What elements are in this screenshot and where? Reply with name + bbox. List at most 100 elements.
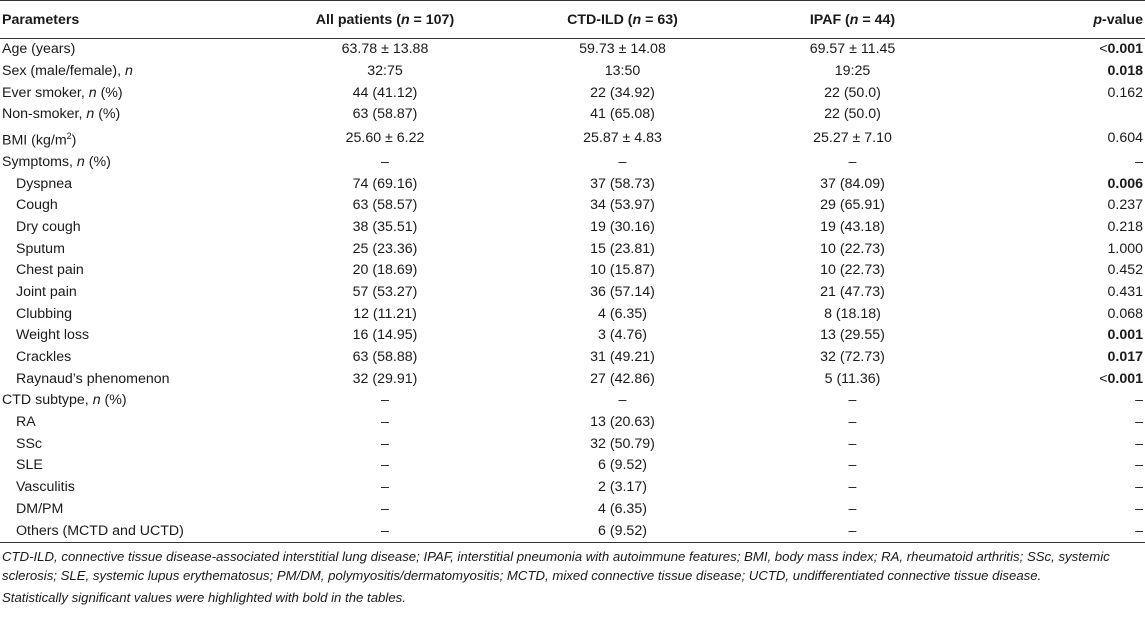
cell-ctd-ild: 22 (34.92) <box>590 84 655 101</box>
cell-all-patients: 63 (58.57) <box>352 197 418 214</box>
table-row: Joint pain 57 (53.27) 36 (57.14) 21 (47.73)… <box>0 282 1145 304</box>
cell-ipaf: 25.27 ± 7.10 <box>813 130 892 147</box>
cell-p-value: 0.068 <box>1107 305 1143 322</box>
cell-ipaf: – <box>730 520 975 543</box>
cell-all-patients: 20 (18.69) <box>352 262 418 279</box>
table-row: Sex (male/female), n 32:75 13:50 19:25 0.018 <box>0 61 1145 83</box>
row-label: CTD subtype, n (%) <box>2 392 127 409</box>
cell-all-patients: 25.60 ± 6.22 <box>345 130 425 147</box>
cell-p-value: 0.237 <box>1107 197 1143 214</box>
cell-ctd-ild: – <box>618 392 627 409</box>
cell-ctd-ild: 13 (20.63) <box>590 414 655 431</box>
table-row: Symptoms, n (%) – – – – <box>0 151 1145 173</box>
cell-all-patients: 32 (29.91) <box>352 370 418 387</box>
row-label: Dyspnea <box>16 175 72 192</box>
row-label: Chest pain <box>16 262 84 279</box>
cell-all-patients: 12 (11.21) <box>353 305 417 322</box>
cell-ctd-ild: 34 (53.97) <box>590 197 655 214</box>
cell-all-patients: 16 (14.95) <box>352 327 418 344</box>
row-label: Joint pain <box>16 283 77 300</box>
cell-ctd-ild: 4 (6.35) <box>598 500 647 517</box>
cell-ipaf: 19:25 <box>834 63 871 80</box>
cell-ipaf: 32 (72.73) <box>820 349 885 366</box>
cell-ipaf: – <box>848 479 857 496</box>
table-row: Weight loss 16 (14.95) 3 (4.76) 13 (29.55) 0… <box>0 325 1145 347</box>
cell-p-value: 0.431 <box>1107 283 1143 300</box>
cell-ipaf: 21 (47.73) <box>820 283 885 300</box>
cell-all-patients: 57 (53.27) <box>352 283 418 300</box>
cell-ipaf: – <box>848 414 857 431</box>
cell-p-value: – <box>975 520 1145 543</box>
header-parameters: Parameters <box>0 0 255 39</box>
cell-all-patients: – <box>381 414 389 431</box>
cell-all-patients: – <box>381 500 389 517</box>
row-label: Others (MCTD and UCTD) <box>0 520 255 543</box>
cell-all-patients: 63 (58.88) <box>352 349 418 366</box>
cell-all-patients: 63 (58.87) <box>352 106 418 123</box>
cell-ctd-ild: 19 (30.16) <box>590 218 655 235</box>
cell-all-patients: 74 (69.16) <box>352 175 418 192</box>
table-row: Clubbing 12 (11.21) 4 (6.35) 8 (18.18) 0.068 <box>0 303 1145 325</box>
cell-ctd-ild: 31 (49.21) <box>590 349 655 366</box>
cell-all-patients: – <box>255 520 515 543</box>
cell-p-value: 1.000 <box>1107 240 1143 257</box>
table-row: Dry cough 38 (35.51) 19 (30.16) 19 (43.18) 0… <box>0 217 1145 239</box>
footnote-abbreviations: CTD-ILD, connective tissue disease-assoc… <box>2 548 1110 583</box>
cell-p-value: – <box>1135 457 1143 474</box>
cell-ipaf: – <box>848 392 857 409</box>
cell-p-value: – <box>1135 479 1143 496</box>
cell-p-value <box>975 104 1145 126</box>
table-row: Dyspnea 74 (69.16) 37 (58.73) 37 (84.09) 0.0… <box>0 173 1145 195</box>
cell-ipaf: 13 (29.55) <box>820 327 885 344</box>
cell-ipaf: 10 (22.73) <box>820 240 885 257</box>
row-label: Weight loss <box>16 327 90 344</box>
cell-ctd-ild: – <box>618 153 627 170</box>
cell-ipaf: – <box>848 500 857 517</box>
cell-p-value: 0.001 <box>1107 327 1143 344</box>
cell-p-value: – <box>1135 500 1143 517</box>
footnote-significance: Statistically significant values were hi… <box>2 589 406 605</box>
cell-ipaf: – <box>848 153 857 170</box>
row-label: Non-smoker, n (%) <box>2 106 121 123</box>
cell-ipaf: – <box>848 435 857 452</box>
header-all-patients: All patients (n = 107) <box>255 0 515 39</box>
cell-ctd-ild: 36 (57.14) <box>590 283 655 300</box>
cell-p-value: 0.018 <box>1107 63 1143 80</box>
cell-ctd-ild: 15 (23.81) <box>590 240 655 257</box>
table-row: Vasculitis – 2 (3.17) – – <box>0 477 1145 499</box>
cell-p-value: – <box>1135 414 1143 431</box>
cell-p-value: – <box>1135 435 1143 452</box>
cell-p-value: 0.006 <box>1107 175 1143 192</box>
table-footnotes: CTD-ILD, connective tissue disease-assoc… <box>0 543 1145 607</box>
row-label: Symptoms, n (%) <box>2 153 111 170</box>
cell-p-value: 0.218 <box>1107 218 1143 235</box>
row-label: Crackles <box>16 349 72 366</box>
cell-ipaf: – <box>848 457 857 474</box>
cell-ctd-ild: 13:50 <box>604 63 641 80</box>
table-row: RA – 13 (20.63) – – <box>0 412 1145 434</box>
row-label: Sputum <box>16 240 65 257</box>
cell-ipaf: 37 (84.09) <box>820 175 885 192</box>
row-label: Cough <box>16 197 58 214</box>
cell-ctd-ild: 41 (65.08) <box>590 106 655 123</box>
cell-p-value: 0.604 <box>1107 130 1143 147</box>
row-label: RA <box>16 414 36 431</box>
cell-p-value: 0.162 <box>1107 84 1143 101</box>
table-row: Chest pain 20 (18.69) 10 (15.87) 10 (22.73)… <box>0 260 1145 282</box>
baseline-characteristics-table: Parameters All patients (n = 107) CTD-IL… <box>0 0 1145 543</box>
cell-p-value: – <box>1135 392 1143 409</box>
cell-ipaf: 10 (22.73) <box>820 262 885 279</box>
cell-ipaf: 5 (11.36) <box>824 370 881 387</box>
cell-ctd-ild: 6 (9.52) <box>515 520 730 543</box>
table-row: DM/PM – 4 (6.35) – – <box>0 498 1145 520</box>
cell-ctd-ild: 6 (9.52) <box>598 457 647 474</box>
table-row: Crackles 63 (58.88) 31 (49.21) 32 (72.73) 0.… <box>0 347 1145 369</box>
cell-p-value: 0.017 <box>1107 349 1143 366</box>
cell-all-patients: 63.78 ± 13.88 <box>341 41 429 58</box>
table-row: SLE – 6 (9.52) – – <box>0 455 1145 477</box>
header-p-value: p-value <box>975 0 1145 39</box>
cell-ipaf: 69.57 ± 11.45 <box>809 41 896 58</box>
cell-all-patients: 44 (41.12) <box>352 84 418 101</box>
cell-all-patients: 32:75 <box>367 63 403 80</box>
header-ctd-ild: CTD-ILD (n = 63) <box>515 0 730 39</box>
